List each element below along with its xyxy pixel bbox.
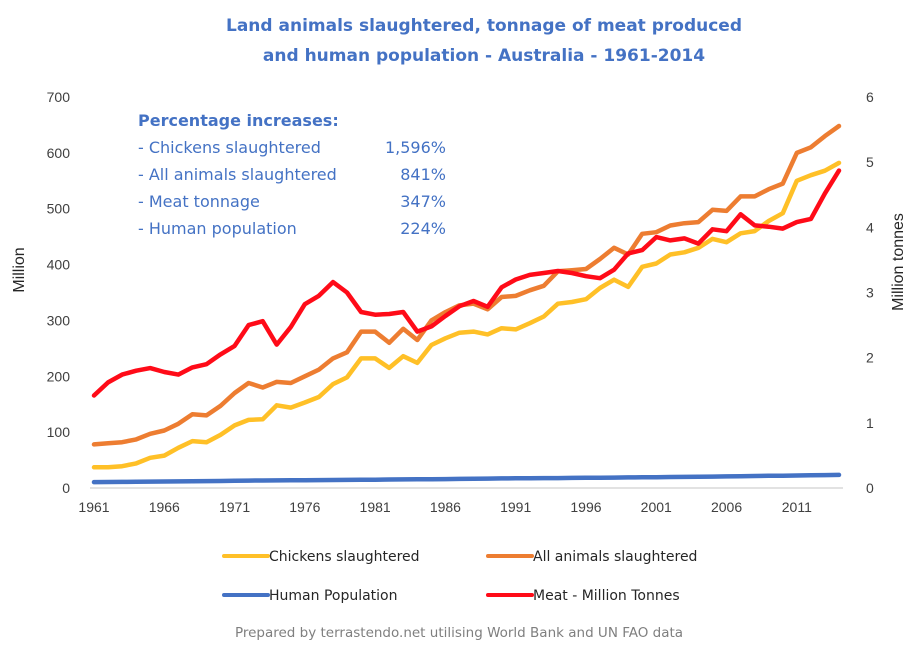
- y-left-tick-label: 700: [47, 89, 71, 105]
- legend: Chickens slaughtered All animals slaught…: [222, 549, 697, 604]
- annotation-label: - Chickens slaughtered: [138, 138, 321, 157]
- x-tick-label: 1996: [570, 499, 601, 515]
- series-line-chickens: [91, 160, 842, 470]
- legend-item-meat[interactable]: Meat - Million Tonnes: [486, 588, 680, 604]
- y-right-tick-label: 2: [866, 350, 874, 366]
- y-left-tick-label: 0: [62, 480, 70, 496]
- series-line-human-population: [91, 472, 842, 485]
- y-axis-left-title: Million: [11, 247, 28, 292]
- legend-item-human-population[interactable]: Human Population: [222, 588, 398, 604]
- x-tick-label: 2001: [641, 499, 672, 515]
- legend-label: Meat - Million Tonnes: [533, 588, 680, 604]
- annotation-heading: Percentage increases:: [138, 111, 339, 130]
- annotation-label: - Meat tonnage: [138, 192, 260, 211]
- y-left-tick-label: 500: [47, 201, 71, 217]
- chart-title-line-1: Land animals slaughtered, tonnage of mea…: [226, 16, 742, 36]
- y-left-tick-label: 600: [47, 145, 71, 161]
- x-tick-label: 2011: [782, 499, 812, 515]
- x-axis: 1961 1966 1971 1976 1981 1986 1991 1996 2001 2006…: [78, 499, 812, 515]
- y-left-tick-label: 400: [47, 257, 71, 273]
- x-tick-label: 1991: [500, 499, 531, 515]
- y-left-tick-label: 100: [47, 424, 71, 440]
- x-tick-label: 2006: [711, 499, 742, 515]
- y-right-tick-label: 6: [866, 89, 874, 105]
- footer-source: Prepared by terrastendo.net utilising Wo…: [235, 625, 683, 641]
- y-right-tick-label: 3: [866, 285, 874, 301]
- y-right-tick-label: 1: [866, 415, 874, 431]
- legend-label: Chickens slaughtered: [269, 549, 420, 565]
- x-tick-label: 1961: [78, 499, 109, 515]
- chart-title-line-2: and human population - Australia - 1961-…: [263, 46, 705, 66]
- legend-item-chickens[interactable]: Chickens slaughtered: [222, 549, 420, 565]
- annotation-value: 841%: [400, 165, 446, 184]
- y-right-tick-label: 4: [866, 219, 874, 235]
- x-tick-label: 1981: [360, 499, 391, 515]
- x-tick-label: 1986: [430, 499, 461, 515]
- legend-item-all-animals[interactable]: All animals slaughtered: [486, 549, 697, 565]
- y-axis-left: 0 100 200 300 400 500 600 700: [47, 89, 71, 496]
- x-tick-label: 1976: [289, 499, 320, 515]
- legend-label: Human Population: [269, 588, 398, 604]
- annotation-label: - All animals slaughtered: [138, 165, 337, 184]
- annotation-box: Percentage increases: - Chickens slaught…: [138, 111, 446, 238]
- y-right-tick-label: 0: [866, 480, 874, 496]
- y-axis-right-title: Million tonnes: [890, 213, 907, 311]
- annotation-value: 224%: [400, 219, 446, 238]
- series-line-meat: [91, 168, 842, 398]
- legend-label: All animals slaughtered: [533, 549, 697, 565]
- annotation-value: 347%: [400, 192, 446, 211]
- x-tick-label: 1966: [149, 499, 180, 515]
- series-lines: [91, 123, 842, 485]
- annotation-label: - Human population: [138, 219, 297, 238]
- y-axis-right: 0 1 2 3 4 5 6: [866, 89, 874, 496]
- x-tick-label: 1971: [219, 499, 250, 515]
- y-left-tick-label: 300: [47, 312, 71, 328]
- annotation-value: 1,596%: [385, 138, 446, 157]
- y-right-tick-label: 5: [866, 154, 874, 170]
- y-left-tick-label: 200: [47, 368, 71, 384]
